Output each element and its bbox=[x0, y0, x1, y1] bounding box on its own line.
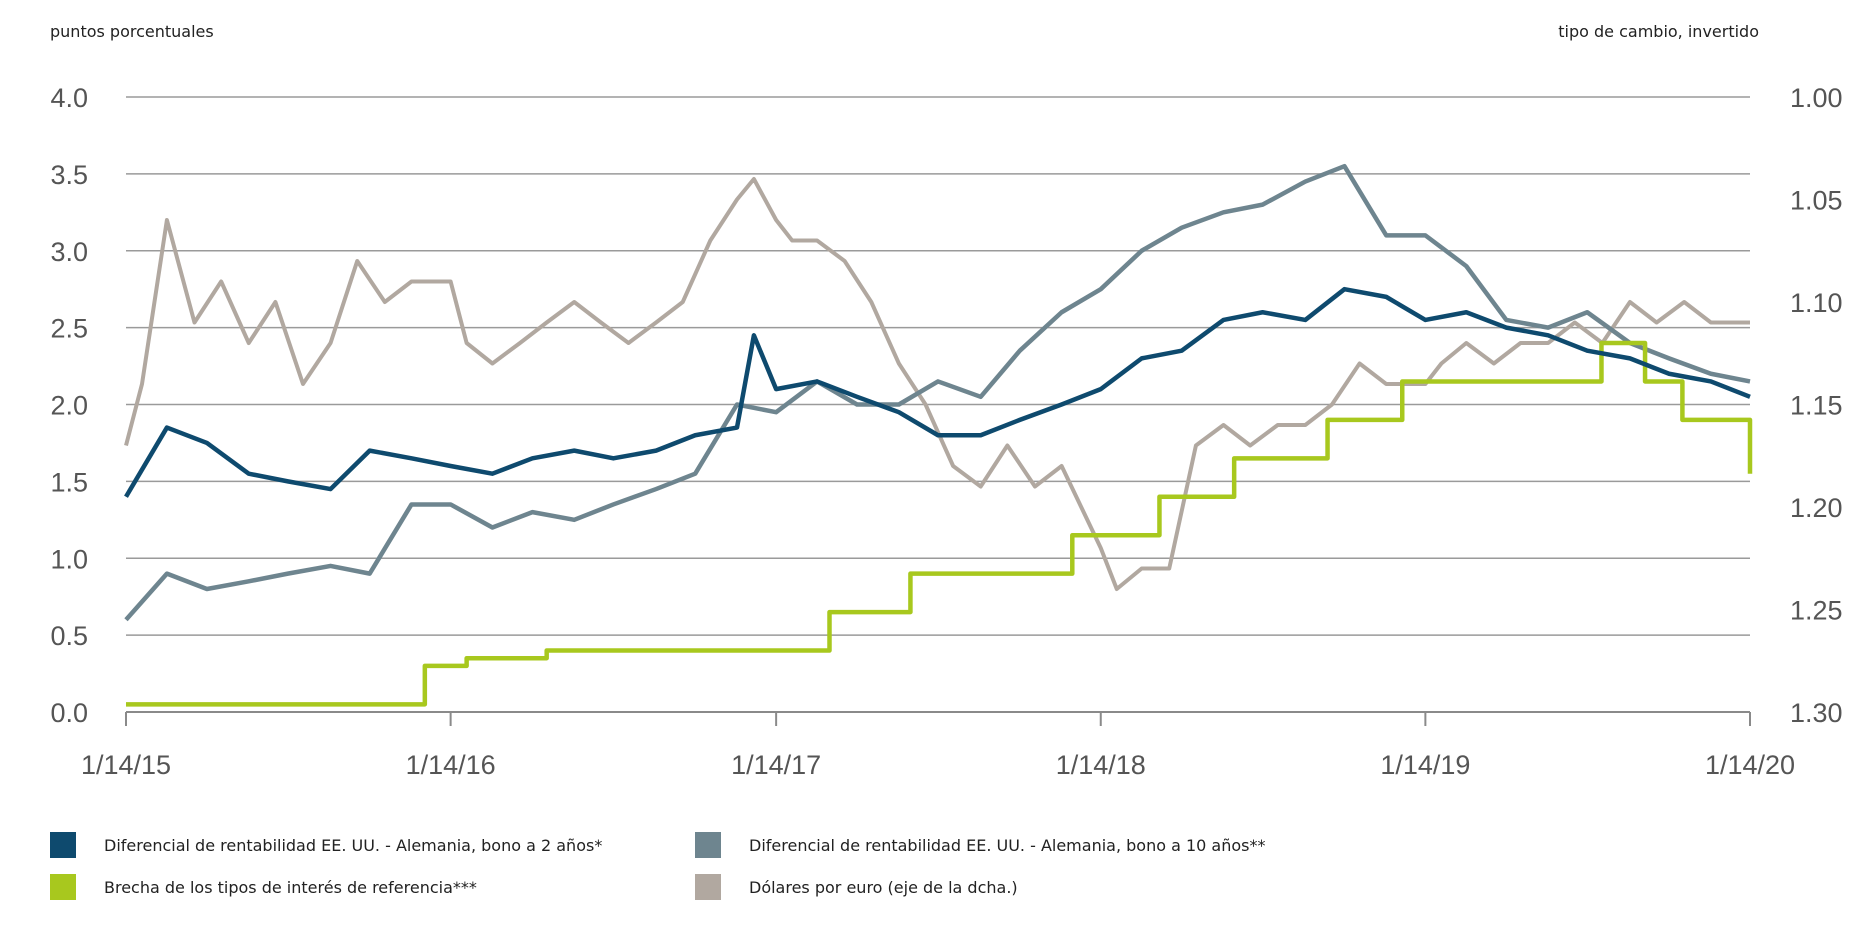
series-2y-spread bbox=[124, 286, 1751, 498]
x-tick-label: 1/14/15 bbox=[81, 750, 171, 780]
legend-label-policy: Brecha de los tipos de interés de refere… bbox=[104, 877, 477, 897]
x-tick-label: 1/14/20 bbox=[1705, 750, 1795, 780]
right-axis-unit-label: tipo de cambio, invertido bbox=[1558, 22, 1759, 41]
series-10y-spread bbox=[124, 163, 1751, 622]
y-left-tick-label: 1.0 bbox=[50, 544, 88, 574]
legend-item-fx: Dólares por euro (eje de la dcha.) bbox=[695, 874, 1018, 900]
y-left-tick-label: 3.5 bbox=[50, 160, 88, 190]
x-tick-label: 1/14/18 bbox=[1056, 750, 1146, 780]
legend-swatch-2y bbox=[50, 832, 76, 858]
x-tick-label: 1/14/16 bbox=[406, 750, 496, 780]
y-right-tick-label: 1.05 bbox=[1790, 186, 1843, 216]
left-axis-unit-label: puntos porcentuales bbox=[50, 22, 214, 41]
legend-item-10y: Diferencial de rentabilidad EE. UU. - Al… bbox=[695, 832, 1266, 858]
legend: Diferencial de rentabilidad EE. UU. - Al… bbox=[50, 832, 1450, 922]
legend-swatch-policy bbox=[50, 874, 76, 900]
series-layer bbox=[124, 163, 1753, 707]
legend-swatch-10y bbox=[695, 832, 721, 858]
series-usd-per-eur bbox=[124, 177, 1750, 591]
x-tick-label: 1/14/17 bbox=[731, 750, 821, 780]
legend-item-policy: Brecha de los tipos de interés de refere… bbox=[50, 874, 477, 900]
y-right-tick-label: 1.15 bbox=[1790, 391, 1843, 421]
line-chart: 0.0 0.5 1.0 1.5 2.0 2.5 3.0 3.5 4.0 1.00 1.05 1.10 1… bbox=[50, 83, 1842, 780]
y-right-tick-label: 1.20 bbox=[1790, 493, 1843, 523]
y-left-tick-label: 2.0 bbox=[50, 391, 88, 421]
legend-label-2y: Diferencial de rentabilidad EE. UU. - Al… bbox=[104, 835, 603, 855]
legend-swatch-fx bbox=[695, 874, 721, 900]
y-right-tick-label: 1.30 bbox=[1790, 698, 1843, 728]
y-right-tick-label: 1.00 bbox=[1790, 83, 1843, 113]
y-left-tick-label: 2.5 bbox=[50, 314, 88, 344]
y-right-tick-label: 1.25 bbox=[1790, 596, 1843, 626]
legend-label-fx: Dólares por euro (eje de la dcha.) bbox=[749, 877, 1018, 897]
y-left-tick-label: 0.5 bbox=[50, 621, 88, 651]
legend-label-10y: Diferencial de rentabilidad EE. UU. - Al… bbox=[749, 835, 1266, 855]
legend-item-2y: Diferencial de rentabilidad EE. UU. - Al… bbox=[50, 832, 602, 858]
y-left-tick-label: 1.5 bbox=[50, 467, 88, 497]
gridlines bbox=[126, 96, 1750, 713]
series-policy-gap bbox=[126, 340, 1753, 707]
y-left-tick-label: 4.0 bbox=[50, 83, 88, 113]
y-left-tick-label: 3.0 bbox=[50, 237, 88, 267]
y-left-tick-label: 0.0 bbox=[50, 698, 88, 728]
y-right-tick-label: 1.10 bbox=[1790, 288, 1843, 318]
axes: 0.0 0.5 1.0 1.5 2.0 2.5 3.0 3.5 4.0 1.00 1.05 1.10 1… bbox=[50, 83, 1842, 780]
x-tick-label: 1/14/19 bbox=[1380, 750, 1470, 780]
